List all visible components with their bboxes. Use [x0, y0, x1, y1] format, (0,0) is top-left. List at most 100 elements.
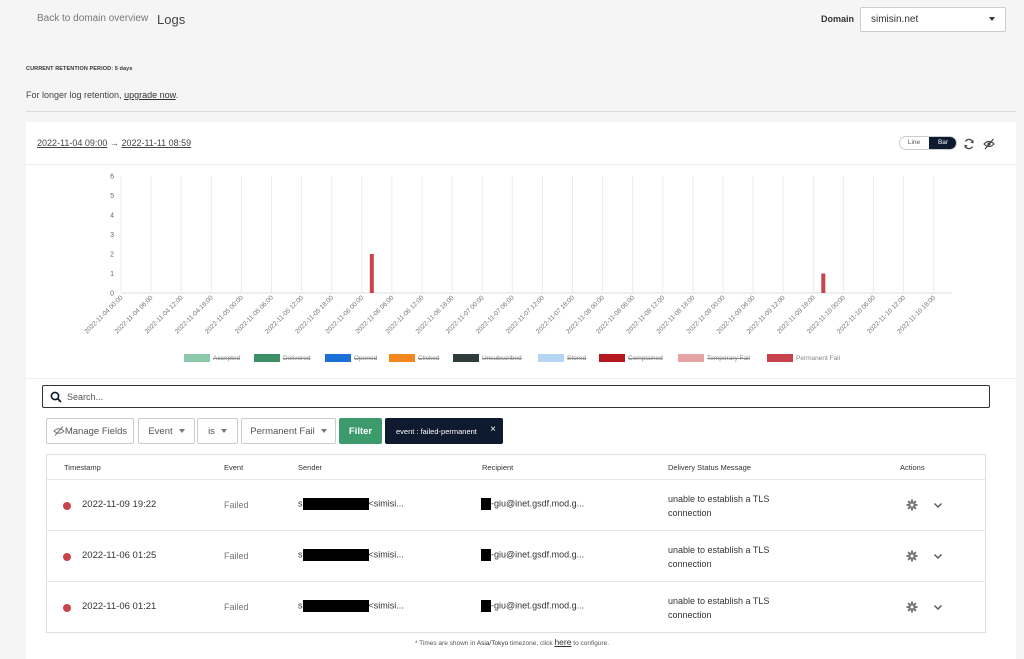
legend-swatch [325, 354, 351, 362]
legend-item-temporary-fail[interactable]: Temporary Fail [678, 354, 750, 362]
row-event: Failed [224, 500, 249, 510]
row-timestamp: 2022-11-09 19:22 [82, 499, 157, 510]
legend-item-stored[interactable]: Stored [538, 354, 586, 362]
retention-upgrade-text: For longer log retention, upgrade now. [26, 90, 178, 100]
date-range-start[interactable]: 2022-11-04 09:00 [37, 138, 108, 148]
legend-label: Temporary Fail [707, 354, 750, 362]
back-to-domain-link[interactable]: Back to domain overview [37, 13, 149, 24]
y-tick-label: 2 [110, 252, 114, 259]
footnote-suffix: to configure. [573, 640, 610, 647]
redaction [481, 549, 491, 561]
filter-operator-value: is [208, 425, 215, 437]
status-dot [63, 553, 71, 561]
y-tick-label: 3 [110, 232, 114, 239]
row-timestamp: 2022-11-06 01:21 [82, 601, 157, 612]
legend-item-clicked[interactable]: Clicked [389, 354, 439, 362]
legend-label: Accepted [213, 354, 241, 362]
row-delivery-message: unable to establish a TLS connection [668, 494, 770, 518]
table-row[interactable]: 2022-11-06 01:25 Failed s <simisi... -giu… [47, 530, 985, 581]
page-title: Logs [157, 12, 186, 27]
search-input[interactable] [67, 389, 967, 404]
legend-swatch [538, 354, 564, 362]
domain-label: Domain [821, 14, 855, 24]
recipient-suffix: -giu@inet.gsdf.mod.g... [491, 600, 585, 611]
gear-icon[interactable] [906, 550, 918, 562]
line-toggle[interactable]: Line [907, 139, 921, 146]
row-delivery-message: unable to establish a TLS connection [668, 596, 770, 620]
y-tick-label: 0 [110, 291, 114, 298]
bar-permanent-fail [369, 254, 374, 293]
column-header-actions: Actions [900, 463, 925, 472]
manage-fields-label: Manage Fields [64, 425, 128, 437]
sender-prefix: s [298, 600, 303, 611]
legend-label: Opened [354, 354, 378, 362]
footnote-middle: timezone, click [510, 640, 553, 647]
row-event: Failed [224, 602, 249, 612]
column-header-delivery-status[interactable]: Delivery Status Message [668, 463, 751, 472]
redaction [302, 600, 369, 612]
filter-operator-select[interactable]: is [197, 418, 238, 444]
filter-value-select[interactable]: Permanent Fail [241, 418, 336, 444]
y-tick-label: 6 [110, 174, 114, 181]
filter-button[interactable]: Filter [339, 418, 382, 444]
eye-slash-icon [53, 426, 65, 436]
table-row[interactable]: 2022-11-09 19:22 Failed s <simisi... -giu… [47, 479, 985, 530]
legend-swatch [254, 354, 280, 362]
date-range-end[interactable]: 2022-11-11 08:59 [121, 138, 192, 148]
redaction [302, 498, 369, 510]
footnote-timezone: Asia/Tokyo [476, 640, 509, 647]
gear-icon[interactable] [906, 601, 918, 613]
refresh-icon[interactable] [963, 138, 975, 150]
bar-permanent-fail [821, 273, 826, 293]
row-sender: s <simisi... [298, 600, 404, 612]
timezone-config-link[interactable]: here [554, 637, 572, 647]
table-row[interactable]: 2022-11-06 01:21 Failed s <simisi... -giu… [47, 581, 985, 632]
redaction [481, 498, 491, 510]
timezone-footnote: * Times are shown in Asia/Tokyo timezone… [0, 637, 1024, 647]
row-sender: s <simisi... [298, 498, 404, 510]
legend-item-unsubscribed[interactable]: Unsubscribed [453, 354, 522, 362]
filter-value: Permanent Fail [250, 425, 315, 437]
chevron-down-icon[interactable] [933, 602, 943, 612]
legend-divider [26, 378, 1016, 379]
sender-suffix: <simisi... [368, 498, 404, 509]
chevron-down-icon[interactable] [933, 500, 943, 510]
legend-item-complained[interactable]: Complained [599, 354, 663, 362]
bar-toggle[interactable]: Bar [929, 137, 956, 149]
eye-slash-icon[interactable] [983, 138, 995, 150]
date-range-arrow: → [109, 138, 119, 148]
filter-field-select[interactable]: Event [138, 418, 195, 444]
column-header-recipient[interactable]: Recipient [482, 463, 514, 472]
close-icon[interactable]: × [490, 424, 496, 435]
row-event: Failed [224, 551, 249, 561]
search-icon [50, 391, 62, 403]
legend-label: Unsubscribed [482, 354, 522, 362]
legend-swatch [599, 354, 625, 362]
legend-item-delivered[interactable]: Delivered [254, 354, 310, 362]
legend-label: Delivered [283, 354, 311, 362]
sender-suffix: <simisi... [368, 549, 404, 560]
manage-fields-button[interactable]: Manage Fields [46, 418, 134, 444]
filter-field-value: Event [148, 425, 173, 437]
legend-label: Stored [567, 354, 587, 362]
redaction [481, 600, 491, 612]
gear-icon[interactable] [906, 499, 918, 511]
row-recipient: -giu@inet.gsdf.mod.g... [481, 549, 584, 561]
legend-swatch [678, 354, 704, 362]
column-header-timestamp[interactable]: Timestamp [64, 463, 101, 472]
column-header-sender[interactable]: Sender [298, 463, 323, 472]
legend-item-opened[interactable]: Opened [325, 354, 377, 362]
chart-divider [26, 164, 1016, 165]
legend-label: Complained [628, 354, 663, 362]
legend-item-accepted[interactable]: Accepted [184, 354, 240, 362]
sender-prefix: s [298, 498, 303, 509]
chevron-down-icon[interactable] [933, 551, 943, 561]
recipient-suffix: -giu@inet.gsdf.mod.g... [491, 549, 585, 560]
row-recipient: -giu@inet.gsdf.mod.g... [481, 600, 584, 612]
legend-swatch [184, 354, 210, 362]
domain-select[interactable]: simisin.net [860, 7, 1006, 32]
legend-item-permanent-fail[interactable]: Permanent Fail [767, 354, 840, 362]
column-header-event[interactable]: Event [224, 463, 244, 472]
upgrade-link[interactable]: upgrade now [124, 90, 176, 100]
